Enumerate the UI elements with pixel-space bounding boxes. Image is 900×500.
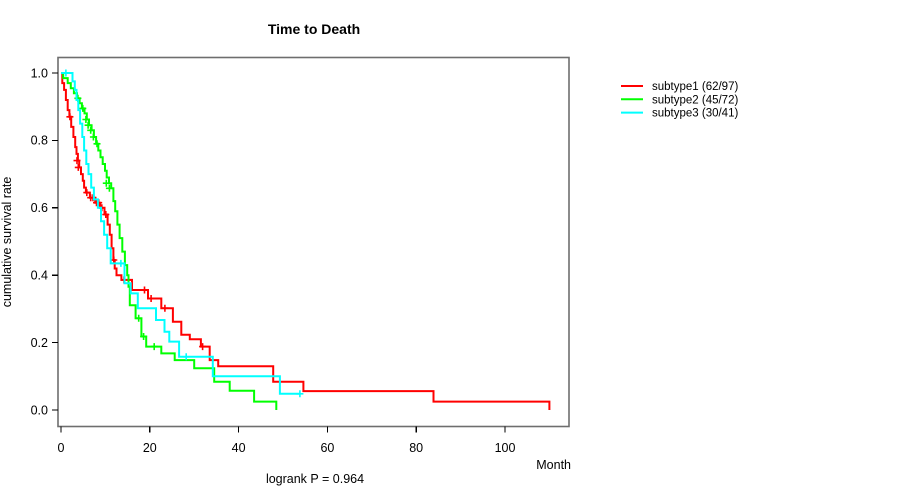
legend-label: subtype1 (62/97) [652, 81, 738, 93]
km-curve [61, 72, 551, 410]
x-tick-label: 0 [58, 441, 65, 455]
series-curves [61, 69, 551, 410]
y-axis-label: cumulative survival rate [0, 177, 14, 308]
censor-marks [74, 94, 158, 351]
axes: 0 20 40 60 80 100 0.0 0.2 0.4 0.6 0.8 1.0 [31, 66, 516, 455]
x-axis-label: Month [536, 458, 571, 472]
y-tick-label: 0.0 [31, 403, 48, 417]
legend-label: subtype2 (45/72) [652, 94, 738, 106]
y-tick-label: 0.6 [31, 201, 48, 215]
censor-marks [62, 69, 304, 398]
legend-label: subtype3 (30/41) [652, 108, 738, 120]
km-curve [61, 72, 278, 410]
x-tick-label: 80 [409, 441, 423, 455]
y-tick-label: 0.4 [31, 269, 48, 283]
plot-frame [57, 56, 570, 428]
x-tick-label: 100 [495, 441, 516, 455]
y-tick-label: 0.8 [31, 134, 48, 148]
chart-title: Time to Death [268, 21, 360, 37]
km-curve [61, 72, 300, 395]
y-tick-label: 0.2 [31, 336, 48, 350]
x-tick-label: 20 [143, 441, 157, 455]
x-tick-label: 40 [232, 441, 246, 455]
y-tick-label: 1.0 [31, 66, 48, 80]
x-tick-label: 60 [320, 441, 334, 455]
logrank-p-annotation: logrank P = 0.964 [266, 472, 364, 486]
legend: subtype1 (62/97)subtype2 (45/72) subtype3… [621, 81, 738, 120]
